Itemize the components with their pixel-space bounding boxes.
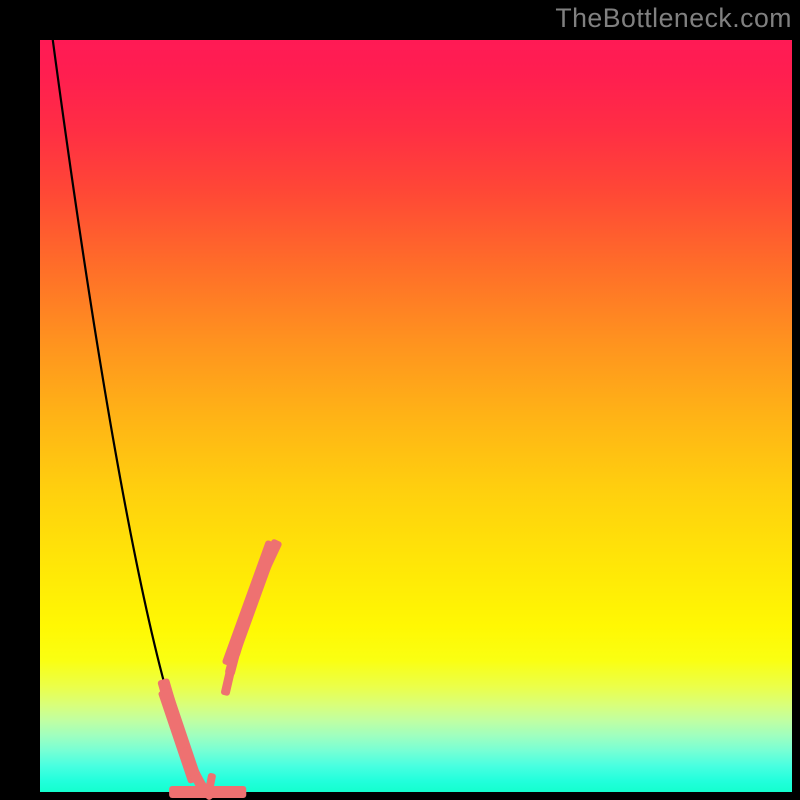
watermark-text: TheBottleneck.com bbox=[555, 3, 792, 34]
plot-gradient-background bbox=[40, 40, 792, 792]
